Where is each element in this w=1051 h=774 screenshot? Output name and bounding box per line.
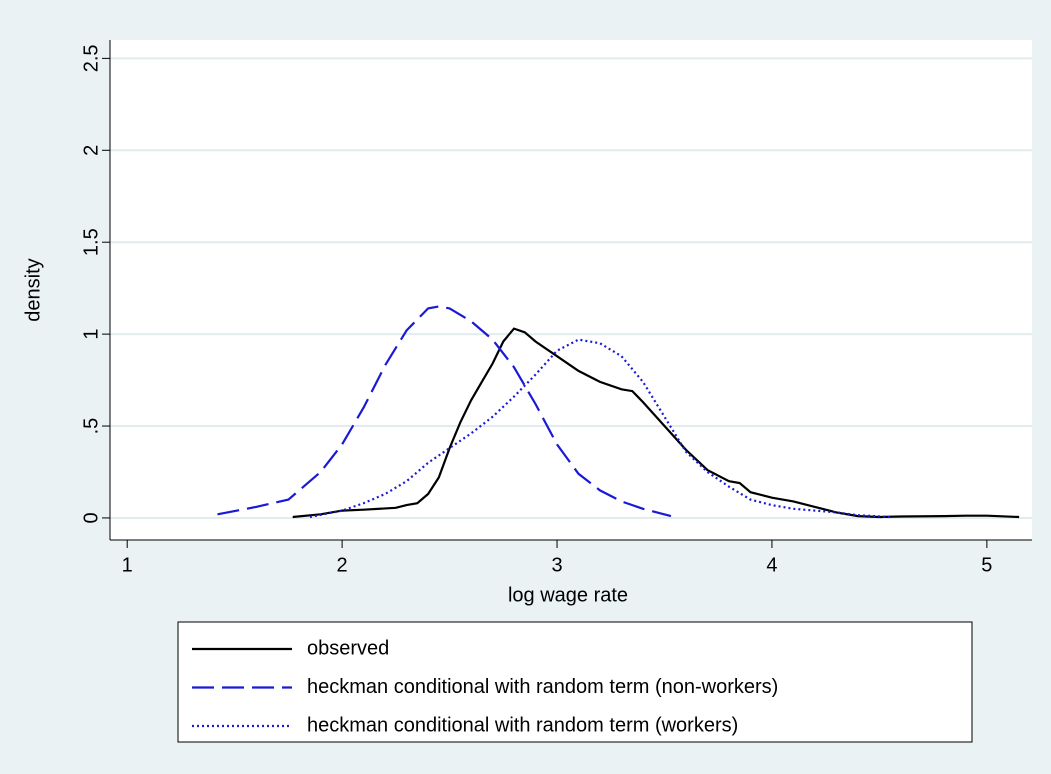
legend-label: heckman conditional with random term (wo…	[307, 714, 738, 736]
y-tick-label: .5	[80, 418, 102, 435]
legend	[177, 621, 973, 743]
y-tick-label: 2.5	[80, 44, 102, 72]
x-tick-label: 4	[766, 554, 777, 576]
x-tick-label: 3	[551, 554, 562, 576]
x-tick-label: 2	[337, 554, 348, 576]
legend-label: heckman conditional with random term (no…	[307, 676, 778, 698]
x-tick-label: 5	[981, 554, 992, 576]
legend-label: observed	[307, 637, 389, 659]
y-tick-label: 0	[80, 512, 102, 523]
y-tick-label: 2	[80, 145, 102, 156]
x-axis-title: log wage rate	[508, 584, 628, 606]
series-line	[217, 305, 672, 518]
y-tick-label: 1.5	[80, 228, 102, 256]
plot-area	[110, 40, 1032, 540]
x-tick-label: 1	[122, 554, 133, 576]
y-tick-label: 1	[80, 329, 102, 340]
y-axis-title: density	[22, 258, 44, 321]
